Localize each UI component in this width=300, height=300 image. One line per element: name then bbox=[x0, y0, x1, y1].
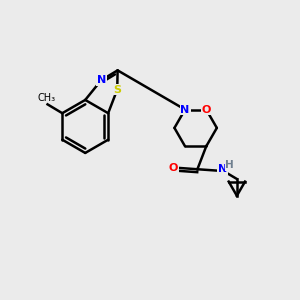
Text: N: N bbox=[180, 105, 190, 115]
Text: S: S bbox=[113, 85, 121, 94]
Text: N: N bbox=[218, 164, 227, 174]
Text: O: O bbox=[202, 105, 211, 115]
Text: N: N bbox=[97, 75, 106, 85]
Text: CH₃: CH₃ bbox=[37, 93, 55, 103]
Text: O: O bbox=[169, 163, 178, 173]
Text: H: H bbox=[225, 160, 234, 170]
